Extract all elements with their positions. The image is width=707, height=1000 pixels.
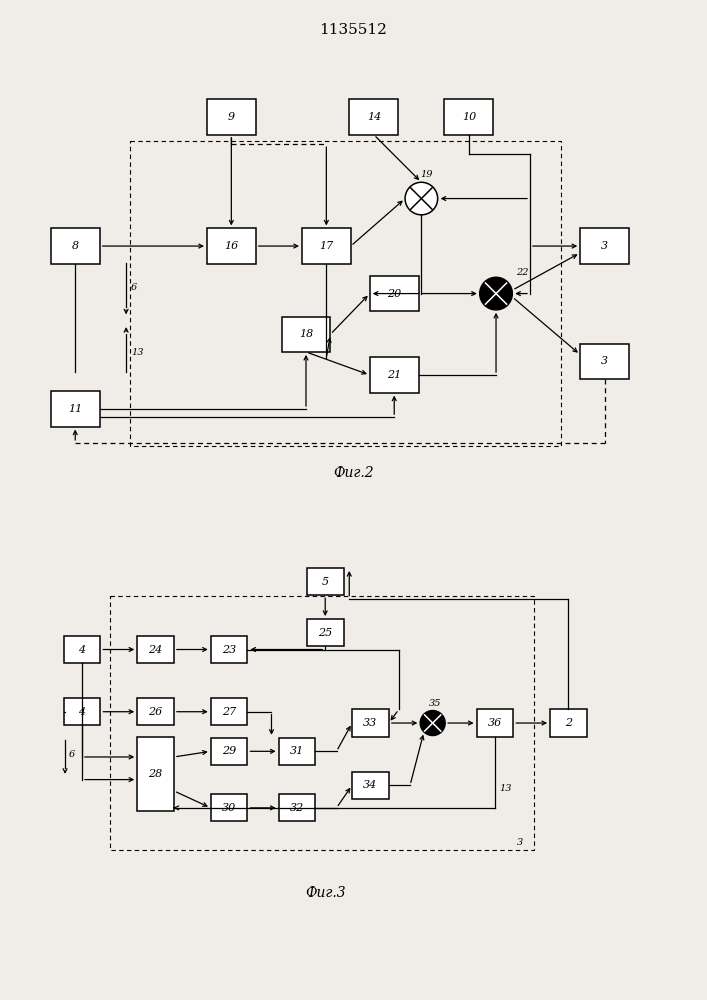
Bar [550, 709, 587, 737]
Text: 3: 3 [601, 241, 608, 251]
Circle shape [420, 711, 445, 735]
Text: 17: 17 [320, 241, 334, 251]
Text: 19: 19 [420, 170, 433, 179]
Text: 1135512: 1135512 [320, 23, 387, 37]
Circle shape [480, 277, 513, 310]
Bar [307, 568, 344, 595]
Bar [302, 228, 351, 264]
Bar [64, 698, 100, 725]
Text: 23: 23 [222, 645, 236, 655]
Bar [370, 276, 419, 311]
Text: Фиг.3: Фиг.3 [305, 886, 346, 900]
Text: 35: 35 [429, 699, 442, 708]
Text: 18: 18 [299, 329, 313, 339]
Bar [477, 709, 513, 737]
Text: 34: 34 [363, 780, 378, 790]
Text: 32: 32 [290, 803, 304, 813]
Bar [137, 698, 174, 725]
Text: 4: 4 [78, 645, 86, 655]
Text: 4: 4 [78, 707, 86, 717]
Text: 5: 5 [322, 577, 329, 587]
Text: 2: 2 [565, 718, 572, 728]
Text: 27: 27 [222, 707, 236, 717]
Bar [137, 636, 174, 663]
Bar [580, 228, 629, 264]
Text: 13: 13 [131, 348, 144, 357]
Bar [352, 709, 389, 737]
Bar [207, 99, 256, 135]
Text: 29: 29 [222, 746, 236, 756]
Bar [51, 228, 100, 264]
Text: 3: 3 [601, 356, 608, 366]
Text: 6: 6 [131, 283, 137, 292]
Text: 8: 8 [71, 241, 78, 251]
Bar [211, 738, 247, 765]
Text: 14: 14 [367, 112, 381, 122]
Text: 33: 33 [363, 718, 378, 728]
Text: 13: 13 [499, 784, 512, 793]
Text: 9: 9 [228, 112, 235, 122]
Bar [211, 636, 247, 663]
Bar [211, 698, 247, 725]
Bar [207, 228, 256, 264]
Text: 24: 24 [148, 645, 163, 655]
Text: 11: 11 [68, 404, 82, 414]
Bar [137, 737, 174, 811]
Bar [352, 772, 389, 799]
Bar [51, 391, 100, 427]
Bar [281, 317, 330, 352]
Bar [349, 99, 398, 135]
Text: 22: 22 [515, 268, 528, 277]
Text: Фиг.2: Фиг.2 [333, 466, 374, 480]
Text: 16: 16 [224, 241, 238, 251]
Text: 21: 21 [387, 370, 402, 380]
Bar [211, 794, 247, 821]
Bar [370, 357, 419, 393]
Bar [64, 636, 100, 663]
Text: 3: 3 [517, 838, 523, 847]
Text: 36: 36 [488, 718, 502, 728]
Text: 25: 25 [318, 628, 332, 638]
Text: 26: 26 [148, 707, 163, 717]
Bar [279, 794, 315, 821]
Circle shape [405, 182, 438, 215]
Text: 6: 6 [69, 750, 75, 759]
Bar [307, 619, 344, 646]
Text: 28: 28 [148, 769, 163, 779]
Text: 20: 20 [387, 289, 402, 299]
Bar [279, 738, 315, 765]
Text: 30: 30 [222, 803, 236, 813]
Text: 10: 10 [462, 112, 476, 122]
Bar [445, 99, 493, 135]
Bar [580, 344, 629, 379]
Text: 31: 31 [290, 746, 304, 756]
